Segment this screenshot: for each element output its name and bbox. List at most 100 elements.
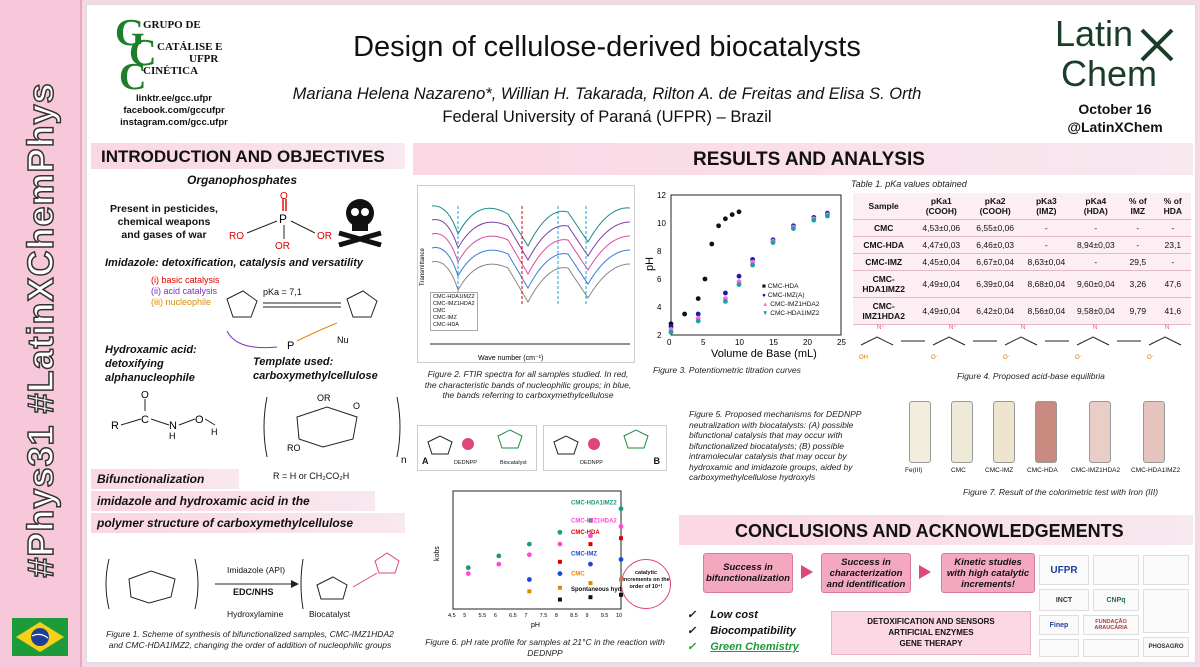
figure-6-caption: Figure 6. pH rate profile for samples at… bbox=[425, 637, 665, 658]
link-instagram[interactable]: instagram.com/gcc.ufpr bbox=[120, 117, 228, 128]
titration-chart: 0 5 10 15 20 25 2 4 6 8 10 12 Volume de Base (mL) pH … bbox=[641, 185, 851, 361]
imidazole-title: Imidazole: detoxification, catalysis and… bbox=[105, 257, 363, 269]
svg-text:Nu: Nu bbox=[337, 335, 349, 345]
table-row: CMC-HDA1IMZ2 4,49±0,04 6,39±0,04 8,68±0,04 9… bbox=[853, 270, 1191, 298]
table-cell: - bbox=[1121, 219, 1155, 237]
data-point-3 bbox=[618, 557, 624, 562]
latinxchem-logo: Latin Chem bbox=[1047, 11, 1187, 99]
svg-text:C: C bbox=[141, 414, 149, 426]
mechanism-b-scheme bbox=[553, 429, 649, 455]
synthesis-scheme bbox=[105, 552, 400, 610]
data-point-0 bbox=[723, 216, 728, 222]
conclusion-box-3: Kinetic studies with high catalytic incr… bbox=[941, 553, 1035, 593]
x-tick-label: 4.5 bbox=[448, 613, 456, 619]
reagent-edc: EDC/NHS bbox=[233, 587, 274, 597]
link-linktree[interactable]: linktr.ee/gcc.ufpr bbox=[135, 93, 213, 104]
ftir-xlabel: Wave number (cm⁻¹) bbox=[478, 355, 543, 362]
titration-plot: 0 5 10 15 20 25 2 4 6 8 10 12 Volume de Base (mL) pH bbox=[644, 191, 846, 360]
bifunc-band-2: imidazole and hydroxamic acid in the bbox=[91, 491, 375, 511]
table-cell: 8,68±0,04 bbox=[1022, 270, 1071, 298]
table-header-0: Sample bbox=[853, 193, 915, 220]
reagent-hydroxylamine: Hydroxylamine bbox=[227, 609, 284, 619]
ftir-series-5 bbox=[431, 261, 631, 304]
data-point-3 bbox=[750, 262, 755, 268]
plot-frame bbox=[670, 194, 842, 336]
poster: G C C GRUPO DE CATÁLISE E CINÉTICA UFPR … bbox=[86, 4, 1196, 663]
page-title: Design of cellulose-derived biocatalysts bbox=[353, 31, 861, 63]
logo-finep: Finep bbox=[1039, 615, 1079, 635]
bifunc-band: Bifunctionalization bbox=[91, 469, 239, 489]
data-point-0 bbox=[682, 311, 687, 317]
svg-text:OR: OR bbox=[275, 241, 290, 251]
titr-legend-1: ■ CMC-HDA bbox=[762, 283, 799, 290]
table-cell: 6,67±0,04 bbox=[968, 253, 1023, 271]
x-tick-label: 7 bbox=[524, 613, 527, 619]
intro-heading: INTRODUCTION AND OBJECTIVES bbox=[101, 147, 385, 166]
vial-cmc-imz bbox=[993, 401, 1015, 463]
table-cell: 9,60±0,04 bbox=[1070, 270, 1122, 298]
y-tick-label: 6 bbox=[657, 275, 662, 284]
check-icon: ✓ bbox=[687, 625, 697, 637]
table-cell: - bbox=[1121, 236, 1155, 254]
checklist: ✓ Low cost ✓ Biocompatibility ✓ Green Chemi… bbox=[687, 607, 799, 655]
figure-1-caption: Figure 1. Scheme of synthesis of bifunct… bbox=[106, 629, 394, 650]
ftir-legend-3: CMC bbox=[433, 308, 446, 314]
svg-text:P: P bbox=[287, 340, 294, 352]
logo-phosagro: PHOSAGRO bbox=[1143, 637, 1189, 657]
titr-legend-4: ▼ CMC-HDA1IMZ2 bbox=[762, 310, 820, 317]
figure-3-caption: Figure 3. Potentiometric titration curve… bbox=[653, 365, 801, 375]
x-tick-label: 10 bbox=[616, 613, 622, 619]
y-axis-label: pH bbox=[644, 257, 656, 271]
table-row: CMC-HDA 4,47±0,03 6,46±0,03-8,94±0,03-23,1 bbox=[853, 236, 1191, 254]
group-line-3: CINÉTICA bbox=[143, 65, 199, 77]
data-point-1 bbox=[588, 533, 593, 539]
table-cell: 3,26 bbox=[1121, 270, 1155, 298]
table-cell: 9,79 bbox=[1121, 297, 1155, 325]
ftir-legend-2: CMC-IMZ1HDA2 bbox=[433, 301, 475, 307]
x-tick-label: 8.5 bbox=[570, 613, 578, 619]
data-point-0 bbox=[702, 276, 708, 282]
data-point-1 bbox=[496, 561, 502, 567]
acid-catalysis: (ii) acid catalysis bbox=[151, 286, 218, 296]
conclusions-heading: CONCLUSIONS AND ACKNOWLEDGEMENTS bbox=[735, 521, 1124, 541]
hydroxamic-title: Hydroxamic acid: detoxifying alphanucleo… bbox=[105, 344, 197, 384]
catalytic-badge: catalytic increments on the order of 10⁴… bbox=[621, 559, 671, 609]
bifunc-band-3: polymer structure of carboxymethylcellul… bbox=[91, 513, 405, 533]
svg-text:R: R bbox=[111, 420, 119, 432]
ftir-legend: CMC-HDA1IMZ2 CMC-IMZ1HDA2 CMC CMC-IMZ CM… bbox=[430, 292, 478, 331]
bifunc-line2: imidazole and hydroxamic acid in the bbox=[97, 494, 310, 508]
vial-hda1imz2 bbox=[1143, 401, 1165, 463]
svg-text:O: O bbox=[353, 401, 360, 411]
data-point-5 bbox=[557, 597, 562, 602]
x-tick-label: 6.5 bbox=[509, 613, 517, 619]
event-date: October 16 bbox=[1078, 101, 1152, 117]
group-logo: G C C GRUPO DE CATÁLISE E CINÉTICA UFPR bbox=[115, 12, 223, 98]
table-cell: 4,53±0,06 bbox=[914, 219, 969, 237]
basic-catalysis: (i) basic catalysis bbox=[151, 275, 220, 285]
titr-legend-2: ● CMC-IMZ(A) bbox=[762, 292, 805, 299]
table-cell: 47,6 bbox=[1154, 270, 1191, 298]
label-a: A bbox=[422, 456, 429, 466]
link-facebook[interactable]: facebook.com/gccufpr bbox=[123, 105, 225, 116]
logo-ufpr: UFPR bbox=[1039, 555, 1089, 585]
application-1: DETOXIFICATION AND SENSORS bbox=[867, 617, 995, 626]
r-definition: R = H or CH₂CO₂H bbox=[273, 471, 350, 481]
biocat-label-a: Biocatalyst bbox=[500, 460, 527, 466]
table-cell: - bbox=[1154, 219, 1191, 237]
table-cell: 6,42±0,04 bbox=[968, 297, 1023, 325]
label-b: B bbox=[653, 456, 661, 466]
bifunc-line1: Bifunctionalization bbox=[97, 472, 205, 486]
x-axis-label: Volume de Base (mL) bbox=[711, 348, 817, 360]
table-cell: 6,46±0,03 bbox=[968, 236, 1023, 254]
data-point-3 bbox=[723, 299, 728, 304]
data-point-0 bbox=[709, 241, 715, 247]
x-tick-label: 8 bbox=[555, 613, 558, 619]
titr-legend-3: ▲ CMC-IMZ1HDA2 bbox=[762, 301, 820, 308]
table-cell: - bbox=[1154, 253, 1191, 271]
table-cell: - bbox=[1070, 219, 1122, 237]
svg-text:N⁺: N⁺ bbox=[949, 324, 957, 331]
series-label-1: CMC-IMZ1HDA2 bbox=[571, 518, 617, 524]
logo-sponsor-c bbox=[1143, 589, 1189, 633]
vial-feiii bbox=[909, 401, 931, 463]
x-tick-label: 5.5 bbox=[479, 613, 487, 619]
